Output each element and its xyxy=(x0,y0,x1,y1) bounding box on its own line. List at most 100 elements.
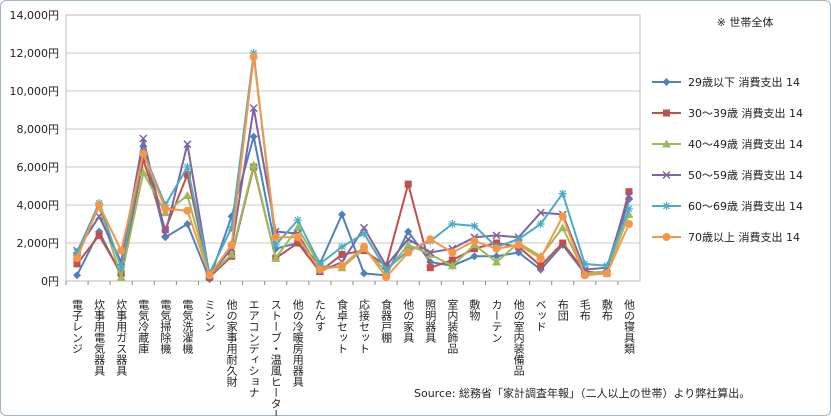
data-point xyxy=(470,237,479,246)
x-tick-label: 炊事用ガス器具 xyxy=(115,299,128,376)
legend-marker xyxy=(662,233,671,241)
data-point xyxy=(337,210,346,219)
x-tick-label: たんす xyxy=(313,299,326,332)
legend-label: 40～49歳 消費支出 14 xyxy=(688,137,803,151)
data-point xyxy=(183,171,191,179)
data-point xyxy=(116,272,126,281)
data-point xyxy=(447,261,457,270)
series-lines xyxy=(72,49,634,284)
data-point xyxy=(602,269,611,278)
gridlines xyxy=(65,14,641,282)
data-point xyxy=(448,256,456,264)
legend-marker xyxy=(663,109,670,117)
data-point xyxy=(293,233,302,242)
data-point xyxy=(138,168,148,177)
data-point xyxy=(249,104,258,113)
data-point xyxy=(73,271,82,280)
data-point xyxy=(382,273,391,282)
data-point xyxy=(558,212,567,221)
legend: 29歳以下 消費支出 14 30～39歳 消費支出 14 40～49歳 消費支出 1… xyxy=(652,75,803,244)
data-point xyxy=(117,263,126,272)
series-1 xyxy=(73,132,633,284)
data-point xyxy=(426,248,435,257)
legend-item: 40～49歳 消費支出 14 xyxy=(652,137,803,151)
series-line xyxy=(76,107,630,278)
legend-label: 30～39歳 消費支出 14 xyxy=(688,106,803,120)
x-tick-label: 他の室内装備品 xyxy=(512,299,525,376)
x-tick-label: 食器戸棚 xyxy=(380,298,393,344)
data-point xyxy=(249,52,258,61)
x-tick-label: 室内装飾品 xyxy=(446,298,459,354)
data-point xyxy=(293,216,302,225)
data-point xyxy=(426,264,434,272)
series-3 xyxy=(72,160,634,282)
x-tick-label: エアコンディショナ xyxy=(247,299,260,398)
data-point xyxy=(183,220,192,228)
data-point xyxy=(580,271,589,280)
data-point xyxy=(559,239,567,247)
x-tick-label: 電子レンジ xyxy=(71,299,84,354)
data-point xyxy=(249,132,258,141)
data-point xyxy=(271,233,280,242)
x-tick-label: ベッド xyxy=(534,299,547,332)
data-point xyxy=(470,252,479,261)
x-tick-label: 他の家具 xyxy=(402,299,415,343)
y-axis-ticks: 0円 2,000円 4,000円 6,000円 8,000円 10,000円 12,000円… xyxy=(10,9,60,288)
data-point xyxy=(403,240,413,249)
data-point xyxy=(161,229,170,238)
data-point xyxy=(117,246,126,255)
data-point xyxy=(558,189,567,198)
data-point xyxy=(537,262,545,270)
data-point xyxy=(360,223,369,232)
data-point xyxy=(249,160,259,169)
data-point xyxy=(95,201,104,209)
legend-item: 29歳以下 消費支出 14 xyxy=(652,75,800,89)
source-text: Source: 総務省「家計調査年報」（二人以上の世帯）より弊社算出。 xyxy=(414,386,750,400)
data-point xyxy=(338,250,346,258)
data-point xyxy=(227,249,237,258)
data-point xyxy=(514,240,523,249)
data-point xyxy=(73,260,81,268)
data-point xyxy=(404,227,413,236)
data-point xyxy=(360,242,369,251)
data-point xyxy=(271,253,281,262)
data-point xyxy=(492,231,501,240)
x-tick-label: 毛布 xyxy=(578,299,591,322)
data-point xyxy=(161,204,170,213)
data-point xyxy=(360,269,369,278)
x-tick-label: 他の家事用耐久財 xyxy=(225,299,238,387)
data-point xyxy=(404,248,413,257)
x-tick-label: 他の冷暖房用器具 xyxy=(291,299,304,387)
x-tick-label: 電気掃除機 xyxy=(159,299,172,355)
data-point xyxy=(360,229,369,238)
y-tick-label: 4,000円 xyxy=(17,199,60,212)
data-point xyxy=(558,223,568,232)
data-point xyxy=(514,235,523,244)
x-tick-label: 炊事用電気器具 xyxy=(93,299,106,376)
data-point xyxy=(426,235,435,244)
x-tick-label: 他の寝具類 xyxy=(622,299,635,355)
x-tick-label: ミシン xyxy=(203,299,216,332)
legend-label: 60～69歳 消費支出 14 xyxy=(688,199,803,213)
data-point xyxy=(514,248,523,257)
note-text: ※ 世帯全体 xyxy=(717,15,774,29)
legend-label: 29歳以下 消費支出 14 xyxy=(688,75,800,89)
y-tick-label: 6,000円 xyxy=(17,161,60,174)
x-tick-label: 敷物 xyxy=(468,298,481,321)
x-tick-label: カーテン xyxy=(490,299,503,343)
data-point xyxy=(95,231,103,239)
data-point xyxy=(183,140,192,149)
legend-label: 50～59歳 消費支出 14 xyxy=(688,168,803,182)
data-point xyxy=(139,134,148,143)
data-point xyxy=(404,180,412,188)
data-point xyxy=(73,254,82,263)
legend-marker xyxy=(662,170,671,180)
y-tick-label: 14,000円 xyxy=(10,9,60,22)
data-point xyxy=(470,245,478,253)
y-tick-label: 12,000円 xyxy=(10,47,60,60)
data-point xyxy=(205,271,214,280)
y-tick-label: 2,000円 xyxy=(17,237,60,250)
data-point xyxy=(425,249,435,258)
data-point xyxy=(183,163,192,171)
